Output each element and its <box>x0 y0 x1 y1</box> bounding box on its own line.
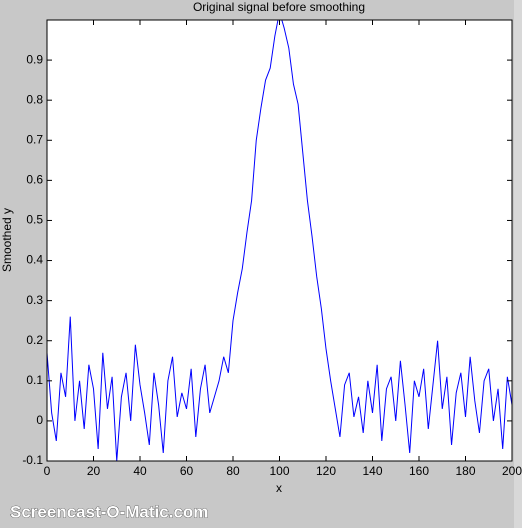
plot-lines <box>47 20 512 461</box>
x-tick-label: 200 <box>502 464 522 478</box>
x-tick-label: 0 <box>44 464 51 478</box>
signal-line <box>47 20 512 461</box>
watermark: Screencast-O-Matic.com <box>10 502 208 521</box>
y-tick-label: 0 <box>36 413 43 427</box>
x-tick-label: 40 <box>133 464 147 478</box>
y-tick-label: 0.3 <box>26 293 43 307</box>
x-tick-label: 60 <box>180 464 194 478</box>
x-tick-label: 160 <box>409 464 429 478</box>
plot-area <box>47 20 512 461</box>
x-tick-label: 120 <box>316 464 336 478</box>
y-tick-label: 0.1 <box>26 373 43 387</box>
y-tick-label: 0.7 <box>26 132 43 146</box>
x-tick-label: 180 <box>455 464 475 478</box>
x-tick-label: 80 <box>226 464 240 478</box>
y-tick-label: 0.5 <box>26 213 43 227</box>
y-axis-label: Smoothed y <box>0 208 14 272</box>
y-tick-label: 0.8 <box>26 92 43 106</box>
x-tick-label: 100 <box>269 464 289 478</box>
y-tick-label: 0.9 <box>26 52 43 66</box>
y-tick-label: 0.2 <box>26 333 43 347</box>
side-strip <box>514 0 522 528</box>
x-tick-label: 140 <box>362 464 382 478</box>
y-tick-label: -0.1 <box>22 453 43 467</box>
x-axis-label: x <box>276 481 282 495</box>
x-tick-label: 20 <box>87 464 101 478</box>
y-tick-label: 0.4 <box>26 253 43 267</box>
chart-title: Original signal before smoothing <box>193 0 365 14</box>
y-tick-label: 0.6 <box>26 173 43 187</box>
